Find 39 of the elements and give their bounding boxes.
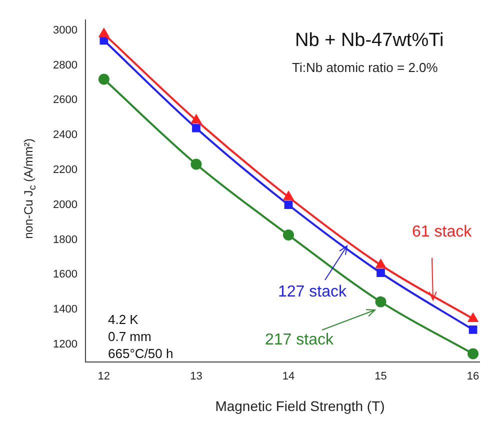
- annotation: 4.2 K: [108, 312, 138, 327]
- annotation: 0.7 mm: [108, 329, 152, 344]
- legend-label: 217 stack: [265, 331, 334, 348]
- point: [192, 124, 200, 132]
- y-tick-label: 1600: [52, 268, 78, 281]
- point: [282, 230, 294, 241]
- point: [468, 326, 478, 334]
- point: [100, 36, 108, 45]
- y-tick-label: 2000: [52, 198, 78, 211]
- point: [99, 28, 109, 38]
- x-tick-label: 13: [190, 370, 202, 382]
- point: [190, 158, 202, 170]
- point: [468, 313, 478, 322]
- y-tick-label: 2400: [52, 129, 78, 142]
- y-tick-label: 2200: [52, 164, 78, 176]
- text: 61 stack: [412, 223, 473, 240]
- legend-label: 127 stack: [278, 283, 348, 300]
- text: Ti:Nb atomic ratio = 2.0%: [292, 60, 438, 75]
- point: [98, 74, 110, 85]
- annotation: 665°C/50 h: [108, 346, 174, 361]
- x-tick-label: 14: [282, 370, 295, 382]
- x-tick-label: 12: [98, 370, 110, 382]
- text: Nb + Nb-47wt%Ti: [295, 30, 444, 52]
- x-tick-label: 16: [466, 370, 480, 382]
- y-tick-label: 1800: [52, 234, 78, 246]
- y-tick-label: 1200: [52, 338, 78, 350]
- x-tick-label: 15: [374, 370, 387, 382]
- point: [376, 260, 386, 268]
- point: [191, 114, 202, 124]
- x-axis-title: Magnetic Field Strength (T): [214, 398, 386, 414]
- point: [376, 268, 385, 278]
- y-tick-label: 3000: [52, 24, 78, 36]
- point: [284, 200, 293, 210]
- y-tick-label: 1400: [52, 304, 78, 316]
- y-tick-label: 2600: [52, 94, 78, 106]
- point: [468, 348, 479, 360]
- point: [375, 296, 386, 308]
- point: [284, 192, 294, 200]
- y-tick-label: 2800: [52, 59, 78, 72]
